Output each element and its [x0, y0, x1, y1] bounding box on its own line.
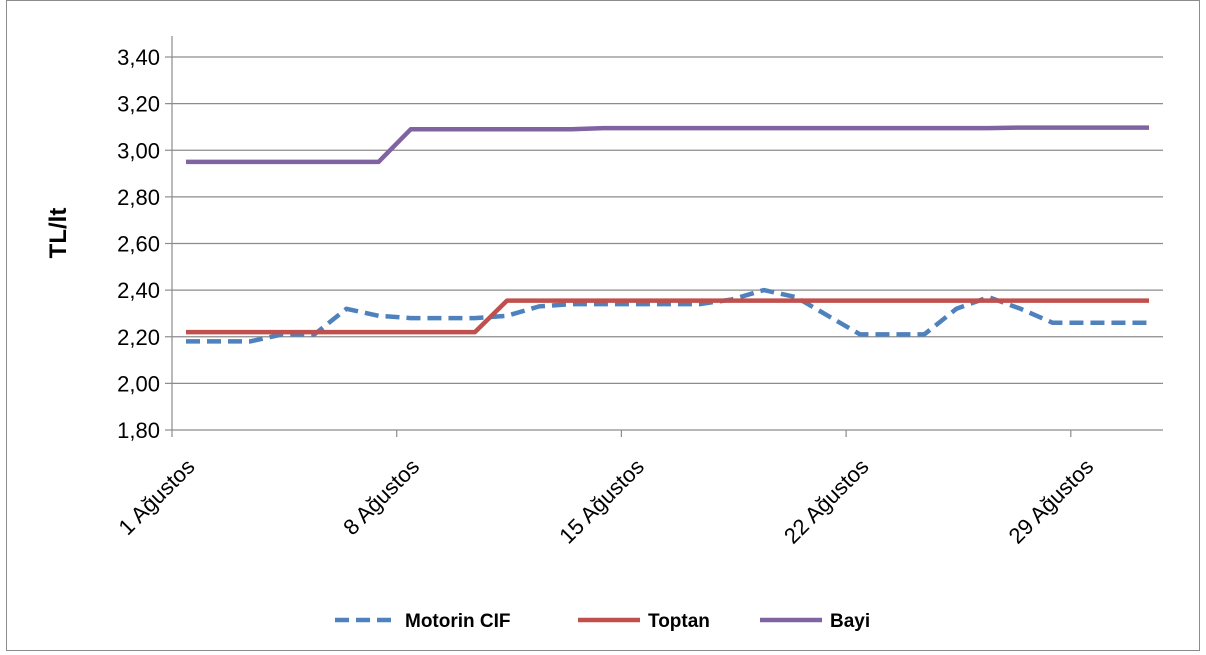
legend-label: Motorin CIF — [405, 611, 511, 632]
y-tick-label: 3,00 — [117, 138, 160, 163]
y-tick-label: 1,80 — [117, 418, 160, 443]
axis-layer — [165, 36, 1163, 437]
chart-border — [6, 0, 1200, 651]
y-tick-label: 3,20 — [117, 92, 160, 117]
legend-label: Bayi — [830, 611, 870, 632]
series-line-bayi — [186, 125, 1149, 165]
y-tick-label: 2,40 — [117, 278, 160, 303]
y-axis-title: TL/lt — [45, 208, 72, 259]
y-tick-label: 2,80 — [117, 185, 160, 210]
y-tick-label: 2,20 — [117, 325, 160, 350]
series-layer — [186, 125, 1149, 344]
series-line-toptan — [186, 298, 1149, 335]
legend-label: Toptan — [648, 611, 710, 632]
y-tick-label: 3,40 — [117, 45, 160, 70]
legend: Motorin CIF Toptan Bayi — [335, 611, 870, 632]
series-line-motorin-cif — [186, 287, 1149, 344]
y-tick-label: 2,00 — [117, 371, 160, 396]
y-tick-label: 2,60 — [117, 232, 160, 257]
grid-layer — [172, 56, 1163, 384]
